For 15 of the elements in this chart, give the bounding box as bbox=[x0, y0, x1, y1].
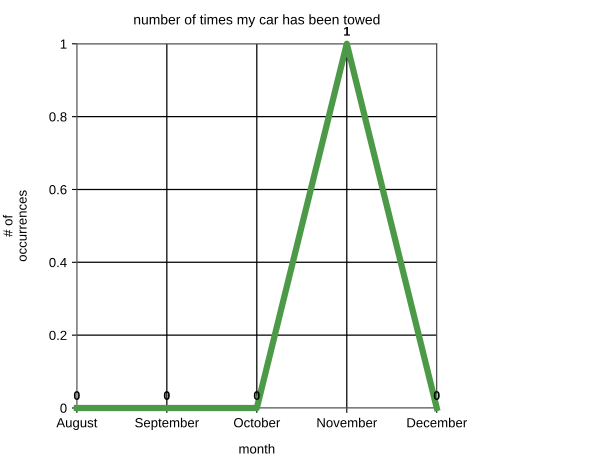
y-tick-label: 0.6 bbox=[49, 185, 67, 194]
x-tick-label: November bbox=[317, 418, 377, 428]
chart-title: number of times my car has been towed bbox=[134, 14, 380, 28]
y-tick-label: 0.8 bbox=[49, 112, 67, 122]
x-tick-label: August bbox=[56, 418, 98, 430]
y-tick-label: 0.2 bbox=[49, 330, 66, 340]
x-tick-label: September bbox=[135, 418, 199, 430]
y-tick-label: 0 bbox=[60, 404, 67, 413]
data-label: 1 bbox=[344, 27, 350, 36]
y-tick-label: 1 bbox=[60, 40, 66, 49]
x-tick-label: October bbox=[234, 418, 280, 428]
x-axis-title: month bbox=[239, 444, 274, 454]
y-axis-title: # of occurrences bbox=[2, 190, 27, 262]
y-tick-label: 0.4 bbox=[49, 258, 67, 268]
x-tick-label: December bbox=[407, 418, 467, 428]
